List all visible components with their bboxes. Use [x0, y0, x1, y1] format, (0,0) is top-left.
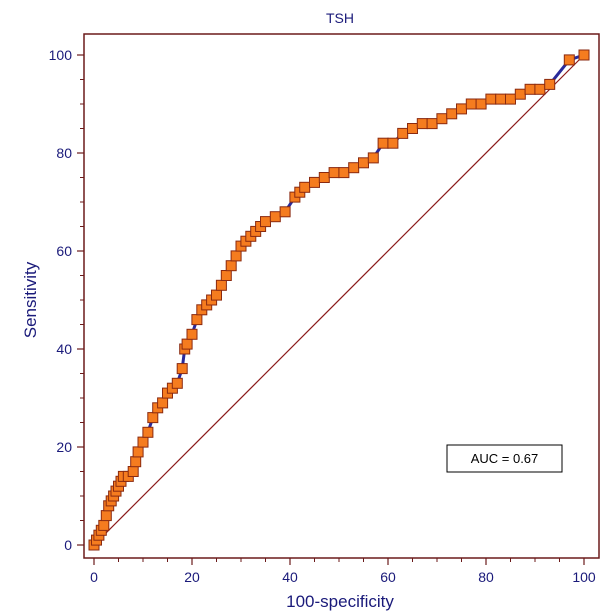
roc-point [475, 98, 487, 110]
y-tick-label: 40 [56, 341, 72, 357]
roc-point [436, 113, 448, 125]
roc-point [269, 211, 281, 223]
x-tick-label: 40 [282, 569, 298, 585]
roc-point [279, 206, 291, 218]
roc-point [514, 88, 526, 100]
roc-point [485, 93, 497, 105]
roc-point [358, 157, 369, 169]
y-tick-label: 0 [64, 537, 72, 553]
roc-point [505, 93, 516, 105]
roc-point [98, 519, 110, 531]
roc-point [338, 167, 350, 179]
x-tick-label: 100 [572, 569, 596, 585]
roc-point [456, 103, 467, 115]
roc-point [260, 216, 271, 228]
y-tick-label: 60 [56, 243, 72, 259]
roc-point [176, 363, 188, 375]
roc-point [137, 436, 149, 448]
roc-point [446, 108, 458, 120]
roc-point [299, 181, 311, 193]
roc-point [181, 338, 193, 350]
roc-point [157, 397, 169, 409]
roc-point [387, 137, 399, 149]
roc-point [191, 314, 203, 326]
chart-title: TSH [326, 10, 354, 26]
roc-point [416, 118, 428, 130]
roc-point [309, 176, 320, 188]
roc-point [220, 270, 232, 281]
roc-point [377, 137, 389, 149]
roc-point [534, 83, 546, 95]
reference-diagonal [93, 54, 585, 546]
y-tick-label: 100 [49, 47, 73, 63]
plot-frame [83, 33, 600, 559]
roc-point [563, 54, 575, 66]
roc-point [147, 412, 159, 424]
auc-label: AUC = 0.67 [471, 451, 539, 466]
roc-point [142, 426, 154, 438]
roc-point [100, 510, 112, 522]
roc-point [318, 172, 330, 183]
x-tick-label: 0 [90, 569, 98, 585]
roc-point [230, 250, 242, 262]
roc-point [215, 279, 227, 291]
y-tick-label: 80 [56, 145, 72, 161]
roc-point [132, 446, 144, 458]
roc-point [367, 152, 379, 164]
y-axis-title: Sensitivity [21, 261, 40, 338]
roc-point [186, 328, 198, 340]
roc-point [225, 260, 237, 272]
x-axis: 0 20 40 60 80 100 [90, 558, 596, 585]
roc-point [578, 49, 590, 61]
x-tick-label: 20 [184, 569, 200, 585]
roc-point [426, 118, 438, 130]
x-tick-label: 60 [380, 569, 396, 585]
roc-point [348, 162, 360, 174]
roc-point [328, 167, 340, 179]
roc-point [495, 93, 507, 105]
roc-point [127, 466, 139, 477]
roc-point [211, 289, 222, 301]
roc-point [397, 127, 409, 139]
y-axis: 0 20 40 60 80 100 [49, 47, 84, 553]
roc-points [88, 49, 590, 551]
roc-point [130, 456, 142, 468]
roc-point [465, 98, 477, 110]
roc-point [171, 377, 183, 389]
roc-point [544, 78, 556, 90]
roc-point [407, 123, 418, 134]
x-tick-label: 80 [478, 569, 494, 585]
y-tick-label: 20 [56, 439, 72, 455]
x-axis-title: 100-specificity [286, 592, 394, 611]
auc-box: AUC = 0.67 [446, 444, 563, 473]
roc-point [524, 83, 536, 95]
